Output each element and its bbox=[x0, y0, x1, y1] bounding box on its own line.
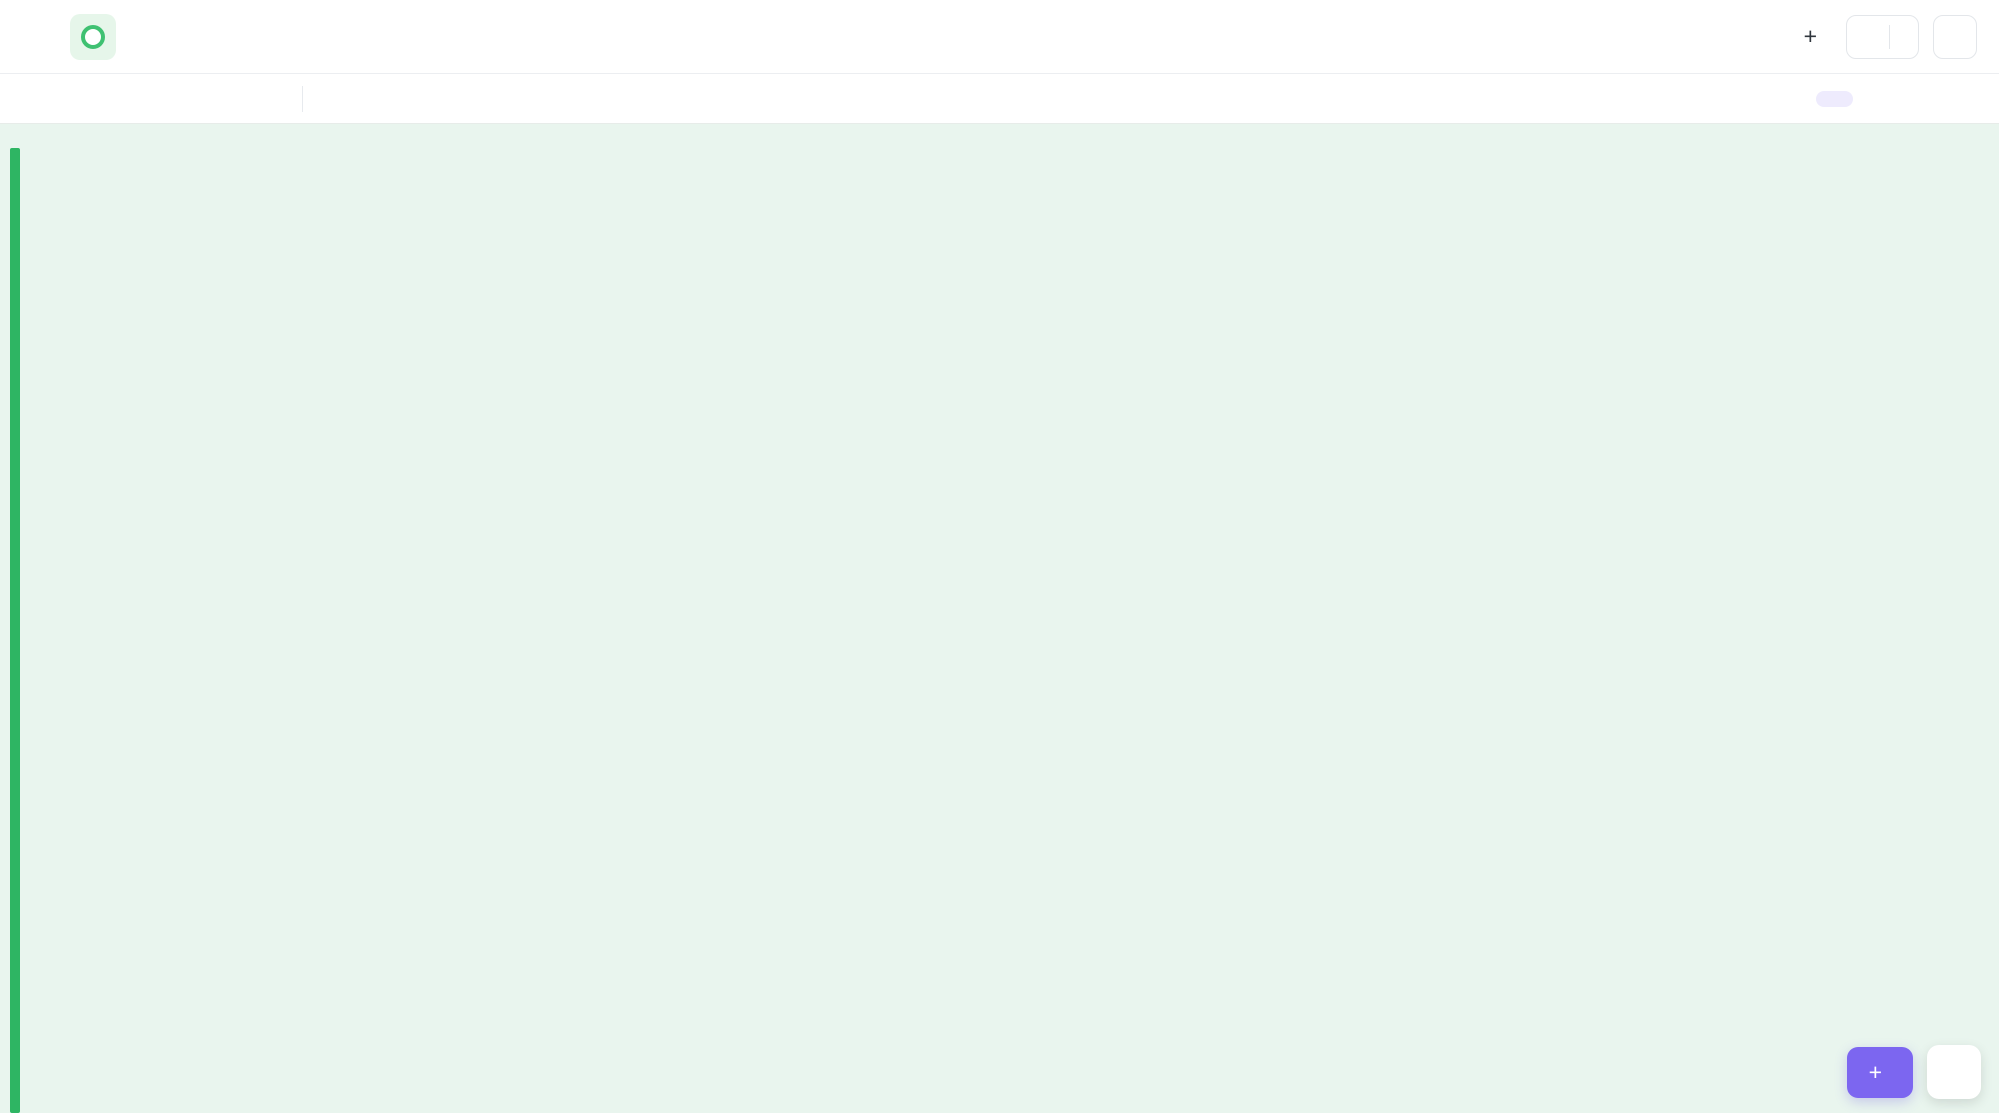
automate-button[interactable] bbox=[1846, 14, 1919, 59]
list-avatar-ring bbox=[81, 24, 105, 49]
sidebar-toggle-icon[interactable] bbox=[20, 20, 54, 54]
view-toolbar bbox=[0, 73, 1999, 124]
add-task-fab[interactable]: + bbox=[1846, 1046, 1913, 1098]
floating-buttons: + bbox=[1846, 1045, 1981, 1099]
add-view-button[interactable]: + bbox=[1784, 25, 1846, 48]
search-input[interactable] bbox=[36, 87, 266, 110]
plus-icon: + bbox=[1868, 1058, 1882, 1085]
plus-icon: + bbox=[1803, 23, 1817, 49]
group-by-button[interactable] bbox=[1816, 90, 1853, 107]
app-grid-button[interactable] bbox=[1927, 1045, 1981, 1099]
list-avatar bbox=[70, 13, 116, 60]
search-box[interactable] bbox=[24, 87, 266, 110]
list-color-bar bbox=[10, 148, 20, 1113]
list-content: + bbox=[0, 124, 1999, 1113]
automate-divider bbox=[1889, 24, 1890, 49]
toolbar-right bbox=[1779, 90, 1975, 107]
toolbar-divider bbox=[302, 85, 303, 112]
tab-strip bbox=[158, 0, 1784, 73]
top-bar: + bbox=[0, 0, 1999, 73]
share-button[interactable] bbox=[1933, 14, 1977, 59]
page-header bbox=[28, 148, 1999, 200]
